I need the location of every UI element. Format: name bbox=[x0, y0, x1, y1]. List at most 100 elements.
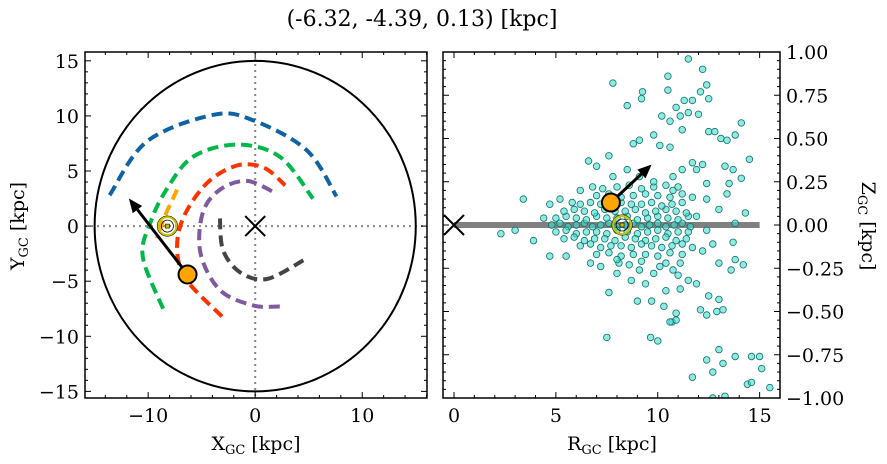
scatter-point bbox=[572, 214, 580, 222]
scatter-point bbox=[703, 356, 711, 364]
scatter-point bbox=[662, 259, 670, 267]
orbit-line-blue bbox=[107, 111, 339, 198]
scatter-point bbox=[652, 235, 660, 243]
scatter-point bbox=[570, 205, 578, 214]
scatter-point bbox=[556, 219, 564, 227]
scatter-point bbox=[597, 262, 605, 271]
scatter-point bbox=[682, 209, 690, 217]
scatter-point bbox=[601, 235, 609, 243]
scatter-point bbox=[674, 183, 682, 191]
scatter-point bbox=[668, 200, 676, 208]
scatter-point bbox=[603, 214, 611, 222]
scatter-point bbox=[713, 307, 721, 316]
ticks bbox=[443, 51, 781, 399]
scatter-point bbox=[611, 236, 619, 245]
scatter-point bbox=[654, 337, 662, 345]
scatter-point bbox=[656, 262, 664, 271]
scatter-point bbox=[548, 221, 556, 229]
velocity-arrow-head bbox=[637, 164, 652, 179]
scatter-point bbox=[674, 216, 682, 224]
scatter-point bbox=[599, 184, 607, 193]
scatter-point bbox=[586, 240, 595, 248]
x-axis-label-right: RGC [kpc] bbox=[567, 433, 657, 458]
x-tick-label: −10 bbox=[128, 405, 168, 427]
scatter-point bbox=[729, 238, 737, 246]
scatter-point bbox=[660, 302, 668, 310]
scatter-point bbox=[633, 297, 642, 305]
y-tick-label: −10 bbox=[39, 326, 79, 348]
scatter-point bbox=[643, 228, 652, 236]
scatter-point bbox=[650, 131, 658, 139]
scatter-point bbox=[741, 209, 750, 217]
x-tick-label: 0 bbox=[249, 405, 261, 427]
scatter-point bbox=[688, 193, 697, 201]
y-tick-label: −5 bbox=[51, 271, 79, 293]
scatter-point bbox=[674, 271, 682, 279]
scatter-point bbox=[641, 250, 650, 259]
scatter-point bbox=[678, 240, 686, 248]
scatter-point bbox=[654, 252, 662, 260]
scatter-point bbox=[546, 252, 554, 260]
scatter-point bbox=[723, 136, 731, 144]
scatter-point bbox=[717, 134, 725, 143]
sun-marker-center bbox=[619, 222, 625, 228]
scatter-point bbox=[680, 96, 688, 105]
scatter-point bbox=[737, 119, 745, 127]
scatter-point bbox=[666, 117, 674, 125]
scatter-point bbox=[731, 219, 739, 227]
scatter-point bbox=[552, 214, 560, 222]
scatter-point bbox=[662, 287, 670, 295]
x-tick-label: 15 bbox=[748, 405, 772, 427]
scatter-point bbox=[725, 179, 733, 188]
orbit-line-darkgray bbox=[217, 218, 305, 282]
scatter-point bbox=[546, 200, 554, 208]
rz-plane-axes: 0 5 10 15 −1.00 −0.75 −0.50 −0.25 0.00 0.25 0.50 0.… bbox=[442, 42, 844, 427]
y-tick-label: 15 bbox=[55, 51, 79, 73]
scatter-point bbox=[672, 207, 680, 215]
scatter-point bbox=[637, 240, 646, 248]
scatter-point bbox=[703, 226, 711, 234]
scatter-point bbox=[592, 250, 601, 259]
scatter-point bbox=[696, 88, 705, 96]
scatter-point bbox=[641, 190, 650, 198]
scatter-point bbox=[676, 112, 684, 120]
scatter-point bbox=[576, 186, 584, 195]
scatter-point bbox=[641, 209, 650, 217]
scatter-point bbox=[613, 269, 621, 278]
scatter-point bbox=[556, 195, 564, 203]
scatter-point bbox=[647, 198, 656, 207]
scatter-point bbox=[576, 242, 584, 250]
scatter-point bbox=[719, 359, 727, 368]
scatter-point bbox=[739, 261, 747, 269]
scatter-point bbox=[703, 195, 711, 203]
scatter-point bbox=[678, 126, 686, 134]
scatter-point bbox=[715, 259, 723, 267]
y-axis-label-left: YGC [kpc] bbox=[7, 182, 32, 271]
scatter-point bbox=[580, 236, 589, 245]
scatter-point bbox=[758, 364, 766, 373]
scatter-point bbox=[662, 222, 670, 231]
scatter-point bbox=[572, 221, 580, 229]
scatter-point bbox=[568, 198, 576, 207]
scatter-point bbox=[656, 141, 664, 150]
scatter-point bbox=[658, 202, 666, 210]
scatter-point bbox=[637, 184, 646, 193]
orbit-line-red bbox=[175, 162, 287, 318]
scatter-point bbox=[647, 242, 656, 250]
scatter-point bbox=[688, 243, 697, 252]
plot-area bbox=[85, 52, 427, 398]
scatter-point bbox=[684, 55, 692, 63]
scatter-point bbox=[629, 191, 637, 200]
scatter-point bbox=[705, 292, 713, 300]
scatter-point bbox=[664, 86, 672, 94]
scatter-point bbox=[692, 212, 701, 220]
scatter-point bbox=[638, 88, 647, 96]
scatter-point bbox=[592, 191, 601, 200]
scatter-point bbox=[580, 207, 589, 215]
scatter-point bbox=[703, 81, 711, 89]
scatter-point bbox=[623, 165, 631, 174]
scatter-point bbox=[637, 94, 646, 103]
scatter-point bbox=[582, 216, 591, 224]
scatter-point bbox=[607, 242, 615, 250]
scatter-point bbox=[603, 333, 611, 342]
